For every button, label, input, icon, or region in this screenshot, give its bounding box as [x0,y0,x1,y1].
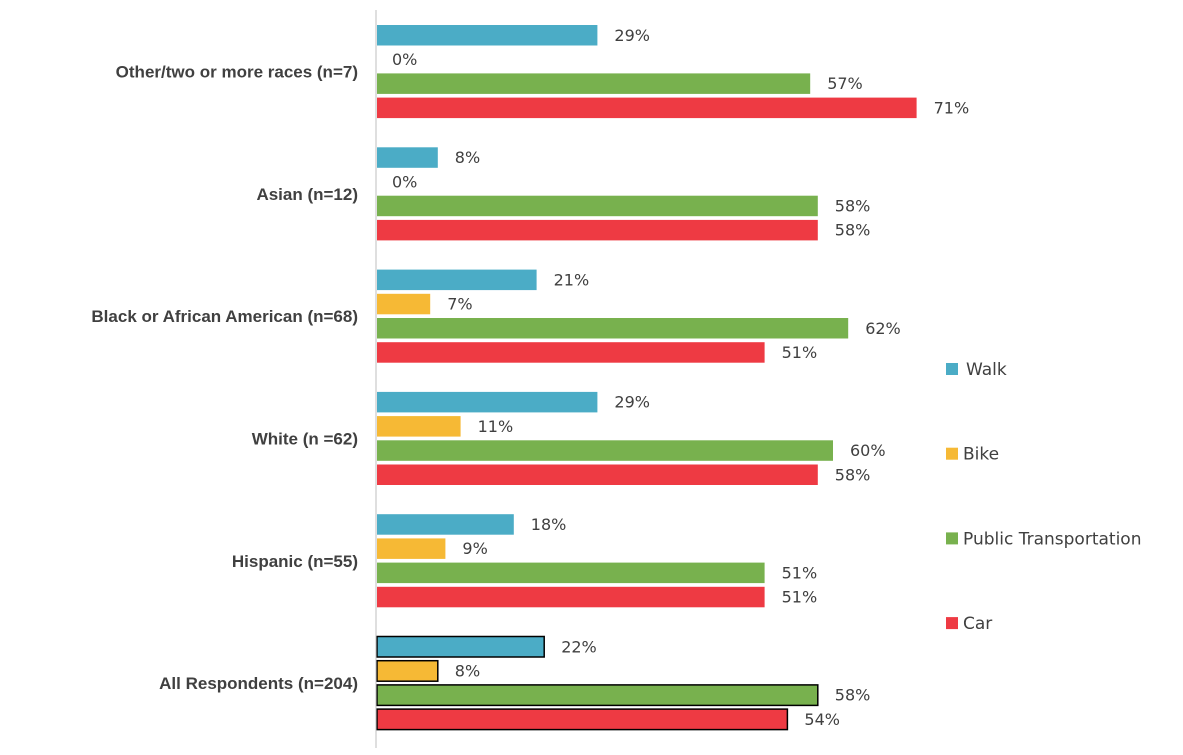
bar-public-transportation-black-or-african-american-n-68 [377,318,849,339]
value-label-public-transportation-asian-n-12: 58% [835,196,871,215]
bar-car-all-respondents-n-204 [376,708,789,731]
bar-car-white-n-62 [377,464,818,485]
bars [376,25,917,731]
value-label-bike-asian-n-12: 0% [392,172,417,191]
bar-walk-black-or-african-american-n-68 [377,269,537,291]
bar-bike-all-respondents-n-204 [376,659,439,682]
bar-public-transportation-other-two-or-more-races-n-7 [377,73,811,94]
value-label-public-transportation-all-respondents-n-204: 58% [835,686,871,705]
category-label-white-n-62: White (n =62) [252,429,358,448]
value-label-walk-white-n-62: 29% [614,393,650,412]
bar-bike-black-or-african-american-n-68 [377,293,431,315]
bar-car-hispanic-n-55 [377,586,765,608]
category-label-black-or-african-american-n-68: Black or African American (n=68) [91,307,358,326]
legend-label-bike: Bike [963,445,999,465]
value-label-walk-all-respondents-n-204: 22% [561,637,597,656]
value-label-public-transportation-hispanic-n-55: 51% [782,563,818,582]
value-label-car-asian-n-12: 58% [835,221,871,240]
bar-car-black-or-african-american-n-68 [377,342,765,363]
value-label-public-transportation-white-n-62: 60% [850,441,886,460]
category-label-other-two-or-more-races-n-7: Other/two or more races (n=7) [116,63,358,82]
legend-swatch-public-transportation [946,532,958,545]
legend-swatch-bike [946,447,958,460]
value-label-car-other-two-or-more-races-n-7: 71% [934,98,970,117]
legend-swatch-walk [946,363,958,375]
value-labels: 29% 0% 57% 71% 8% 0% 58% 58% 21% 7% 62% 51% 29% 11% 60… [392,26,969,729]
value-label-car-all-respondents-n-204: 54% [804,710,840,729]
category-label-asian-n-12: Asian (n=12) [256,185,358,204]
value-label-walk-other-two-or-more-races-n-7: 29% [614,26,650,45]
value-label-walk-asian-n-12: 8% [455,148,480,167]
category-label-hispanic-n-55: Hispanic (n=55) [232,552,358,571]
bar-car-asian-n-12 [377,219,818,241]
value-label-car-hispanic-n-55: 51% [782,588,818,607]
bar-public-transportation-white-n-62 [377,440,833,461]
legend-label-car: Car [963,614,992,634]
value-label-walk-black-or-african-american-n-68: 21% [554,270,590,289]
value-label-walk-hispanic-n-55: 18% [531,515,567,534]
value-label-car-white-n-62: 58% [835,465,871,484]
value-label-bike-white-n-62: 11% [478,417,514,436]
category-label-all-respondents-n-204: All Respondents (n=204) [159,674,358,693]
bar-walk-asian-n-12 [377,147,438,168]
bar-public-transportation-all-respondents-n-204 [376,684,819,707]
legend: Walk Bike Public Transportation Car [946,360,1141,634]
bar-public-transportation-hispanic-n-55 [377,562,765,584]
bar-public-transportation-asian-n-12 [377,195,818,217]
value-label-bike-other-two-or-more-races-n-7: 0% [392,50,417,69]
value-label-public-transportation-other-two-or-more-races-n-7: 57% [827,74,863,93]
value-label-bike-all-respondents-n-204: 8% [455,661,480,680]
bar-walk-white-n-62 [377,391,598,413]
bar-walk-all-respondents-n-204 [376,635,545,658]
value-label-bike-hispanic-n-55: 9% [462,539,487,558]
bar-car-other-two-or-more-races-n-7 [377,97,917,119]
bar-bike-hispanic-n-55 [377,538,446,559]
bar-walk-hispanic-n-55 [377,514,514,535]
category-labels: Other/two or more races (n=7) Asian (n=12… [91,63,358,693]
bar-walk-other-two-or-more-races-n-7 [377,25,598,46]
legend-label-walk: Walk [966,360,1007,380]
legend-label-public-transportation: Public Transportation [963,529,1141,549]
legend-swatch-car [946,617,958,630]
value-label-public-transportation-black-or-african-american-n-68: 62% [865,319,901,338]
value-label-car-black-or-african-american-n-68: 51% [782,343,818,362]
value-label-bike-black-or-african-american-n-68: 7% [447,295,472,314]
bar-bike-white-n-62 [377,416,461,437]
